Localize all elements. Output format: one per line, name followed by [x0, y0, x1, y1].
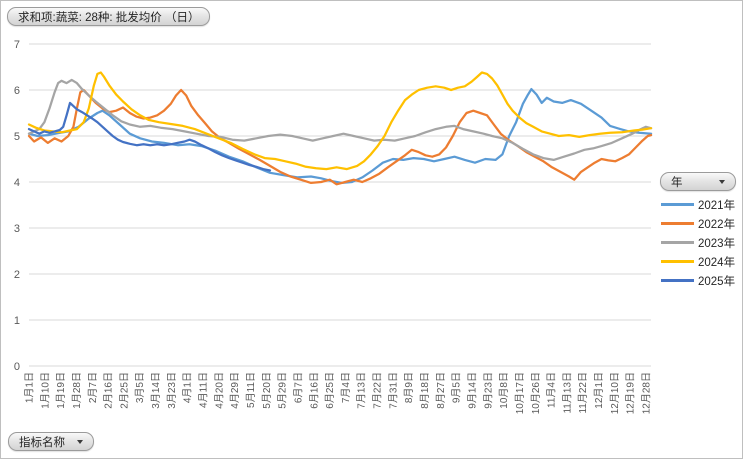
- y-axis-tick-label: 7: [14, 39, 20, 51]
- chevron-down-icon: [719, 179, 725, 184]
- legend-item-2025年[interactable]: 2025年: [661, 271, 735, 290]
- x-axis-tick-label: 9月23日: [482, 372, 494, 409]
- series-line-2021年: [27, 87, 653, 185]
- legend-item-2021年[interactable]: 2021年: [661, 195, 735, 214]
- x-axis-tick-label: 6月25日: [324, 372, 336, 409]
- x-axis-tick-label: 1月28日: [71, 372, 83, 409]
- x-axis-tick-label: 8月27日: [435, 372, 447, 409]
- x-axis-tick-label: 4月1日: [182, 372, 194, 403]
- x-axis-tick-label: 2月7日: [87, 372, 99, 403]
- y-axis-tick-label: 6: [14, 85, 20, 97]
- x-axis-tick-label: 7月13日: [356, 372, 368, 409]
- y-axis-tick-label: 5: [14, 131, 20, 143]
- x-axis-tick-label: 1月1日: [24, 372, 36, 403]
- series-line-2023年: [27, 78, 653, 162]
- x-axis-tick-label: 3月14日: [150, 372, 162, 409]
- x-axis-tick-label: 12月28日: [641, 372, 653, 414]
- x-axis-tick-label: 7月4日: [340, 372, 352, 403]
- x-axis-tick-label: 1月19日: [55, 372, 67, 409]
- legend-item-2023年[interactable]: 2023年: [661, 233, 735, 252]
- legend-color-line: [661, 222, 694, 225]
- legend-color-line: [661, 260, 694, 263]
- x-axis-tick-label: 5月29日: [277, 372, 289, 409]
- x-axis-tick-label: 9月14日: [466, 372, 478, 409]
- x-axis-tick-label: 2月25日: [118, 372, 130, 409]
- x-axis-tick-label: 7月22日: [372, 372, 384, 409]
- x-axis-tick-label: 4月29日: [229, 372, 241, 409]
- y-axis-tick-label: 3: [14, 223, 20, 235]
- y-axis-tick-label: 4: [14, 177, 20, 189]
- pivot-value-field-button[interactable]: 求和项:蔬菜: 28种: 批发均价 （日）: [7, 7, 211, 26]
- legend-color-line: [661, 203, 694, 206]
- series-line-2025年: [27, 101, 272, 172]
- x-axis-tick-label: 12月10日: [609, 372, 621, 414]
- series-line-2024年: [27, 71, 653, 171]
- x-axis-tick-label: 6月7日: [292, 372, 304, 403]
- legend-label: 2023年: [698, 237, 736, 250]
- series-line-2022年: [27, 88, 653, 186]
- x-axis-tick-label: 10月17日: [514, 372, 526, 414]
- y-axis-tick-label: 2: [14, 269, 20, 281]
- pivot-value-field-label: 求和项:蔬菜: 28种: 批发均价 （日）: [18, 11, 200, 24]
- x-axis-tick-label: 11月4日: [546, 372, 558, 408]
- chevron-down-icon: [77, 439, 83, 444]
- x-axis-tick-label: 8月9日: [403, 372, 415, 403]
- x-axis-tick-label: 2月16日: [103, 372, 115, 409]
- legend-label: 2021年: [698, 199, 736, 212]
- x-axis-tick-label: 12月19日: [625, 372, 637, 414]
- x-axis-tick-label: 11月22日: [577, 372, 589, 414]
- legend-label: 2025年: [698, 275, 736, 288]
- x-axis-tick-label: 10月26日: [530, 372, 542, 414]
- y-axis-tick-label: 0: [14, 361, 20, 373]
- legend-label: 2022年: [698, 218, 736, 231]
- axis-field-label: 指标名称: [19, 436, 65, 449]
- x-axis-tick-label: 4月11日: [198, 372, 210, 408]
- x-axis-tick-label: 3月23日: [166, 372, 178, 409]
- legend-color-line: [661, 241, 694, 244]
- legend-item-2022年[interactable]: 2022年: [661, 214, 735, 233]
- x-axis-tick-label: 11月13日: [561, 372, 573, 414]
- axis-field-dropdown-button[interactable]: 指标名称: [8, 432, 94, 451]
- x-axis-tick-label: 7月31日: [387, 372, 399, 409]
- x-axis-tick-label: 9月5日: [451, 372, 463, 403]
- x-axis-tick-label: 3月5日: [134, 372, 146, 403]
- legend-label: 2024年: [698, 256, 736, 269]
- x-axis-tick-label: 5月11日: [245, 372, 257, 408]
- x-axis-tick-label: 12月1日: [593, 372, 605, 409]
- legend-field-label: 年: [671, 176, 683, 189]
- legend-color-line: [661, 279, 694, 282]
- legend-field-dropdown-button[interactable]: 年: [660, 172, 736, 191]
- y-axis-tick-label: 1: [14, 315, 20, 327]
- chart-legend: 2021年 2022年 2023年 2024年 2025年: [661, 195, 735, 290]
- x-axis-tick-label: 5月20日: [261, 372, 273, 409]
- x-axis-tick-label: 10月8日: [498, 372, 510, 409]
- legend-item-2024年[interactable]: 2024年: [661, 252, 735, 271]
- x-axis-tick-label: 1月10日: [39, 372, 51, 409]
- x-axis-tick-label: 6月16日: [308, 372, 320, 409]
- x-axis-tick-label: 4月20日: [213, 372, 225, 409]
- x-axis-tick-label: 8月18日: [419, 372, 431, 409]
